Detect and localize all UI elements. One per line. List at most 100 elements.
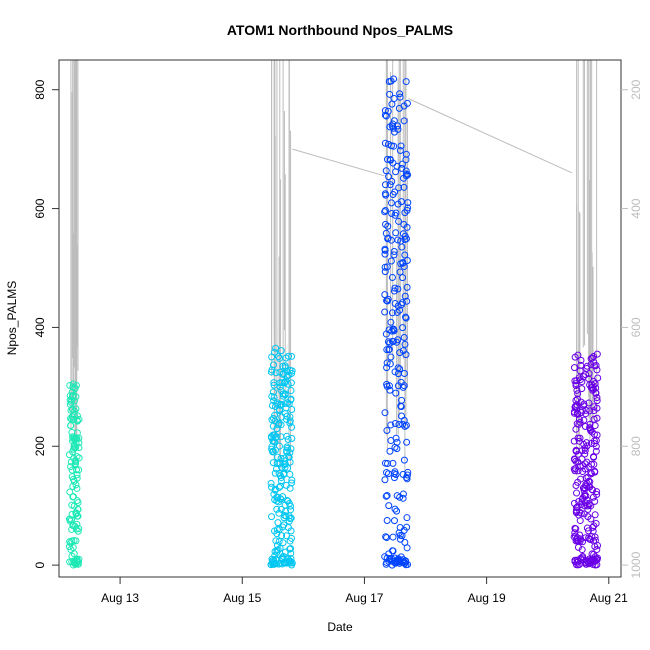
data-point xyxy=(282,481,290,489)
data-point xyxy=(388,100,396,108)
data-point xyxy=(384,470,392,478)
data-point xyxy=(402,150,410,158)
data-point xyxy=(281,362,289,370)
data-point xyxy=(288,423,296,431)
data-point xyxy=(381,268,389,276)
data-point xyxy=(277,386,285,394)
data-point xyxy=(74,505,82,513)
data-point xyxy=(592,555,600,563)
data-point xyxy=(396,493,404,501)
data-point xyxy=(392,559,400,567)
data-point xyxy=(395,421,403,429)
data-point xyxy=(582,560,590,568)
data-point xyxy=(576,434,584,442)
data-point xyxy=(585,399,593,407)
data-point xyxy=(593,350,601,358)
data-point xyxy=(276,383,284,391)
data-point xyxy=(390,124,398,132)
data-point xyxy=(579,553,587,561)
data-point xyxy=(592,519,600,527)
data-point xyxy=(386,386,394,394)
data-point xyxy=(588,550,596,558)
data-point xyxy=(394,285,402,293)
data-point xyxy=(287,544,295,552)
data-point xyxy=(583,458,591,466)
data-point xyxy=(583,557,591,565)
data-point xyxy=(393,338,401,346)
y2-tick-label: 200 xyxy=(629,79,643,99)
x-tick-label: Aug 13 xyxy=(101,591,139,605)
data-point xyxy=(381,190,389,198)
data-point xyxy=(381,246,389,254)
data-point xyxy=(385,173,393,181)
data-point xyxy=(590,522,598,530)
data-point xyxy=(67,414,75,422)
data-point xyxy=(399,274,407,282)
data-point xyxy=(593,366,601,374)
data-point xyxy=(396,365,404,373)
data-point xyxy=(571,353,579,361)
data-point xyxy=(571,524,579,532)
data-point xyxy=(381,220,389,228)
data-point xyxy=(574,410,582,418)
data-point xyxy=(576,508,584,516)
data-point xyxy=(394,236,402,244)
data-point xyxy=(588,383,596,391)
y-tick-label: 400 xyxy=(33,317,47,337)
data-point xyxy=(286,458,294,466)
data-point xyxy=(572,508,580,516)
data-point xyxy=(384,107,392,115)
data-point xyxy=(381,139,389,147)
data-point xyxy=(576,367,584,375)
data-point xyxy=(381,476,389,484)
data-point xyxy=(389,190,397,198)
data-point xyxy=(75,466,83,474)
data-point xyxy=(270,397,278,405)
data-point xyxy=(381,107,389,115)
data-point xyxy=(383,359,391,367)
data-point xyxy=(288,405,296,413)
data-point xyxy=(391,559,399,567)
y-tick-label: 800 xyxy=(33,79,47,99)
data-point xyxy=(402,351,410,359)
data-point xyxy=(576,537,584,545)
data-point xyxy=(400,262,408,270)
data-point xyxy=(404,468,412,476)
data-point xyxy=(383,346,391,354)
data-point xyxy=(573,401,581,409)
data-point xyxy=(593,394,601,402)
data-point xyxy=(391,554,399,562)
data-point xyxy=(395,217,403,225)
y2-tick-label: 1000 xyxy=(629,551,643,578)
data-point xyxy=(578,498,586,506)
data-point xyxy=(389,325,397,333)
data-point xyxy=(383,517,391,525)
data-point xyxy=(403,438,411,446)
data-point xyxy=(385,326,393,334)
data-point xyxy=(400,117,408,125)
data-point xyxy=(574,390,582,398)
data-points xyxy=(65,75,602,569)
data-point xyxy=(269,559,277,567)
data-point xyxy=(590,407,598,415)
data-point xyxy=(270,348,278,356)
data-point xyxy=(390,247,398,255)
data-point xyxy=(575,560,583,568)
data-point xyxy=(75,415,83,423)
data-point xyxy=(594,374,602,382)
data-point xyxy=(580,440,588,448)
data-point xyxy=(587,469,595,477)
data-point xyxy=(75,444,83,452)
data-point xyxy=(276,354,284,362)
data-point xyxy=(401,232,409,240)
data-point xyxy=(273,525,281,533)
data-point xyxy=(572,380,580,388)
data-point xyxy=(572,396,580,404)
data-point xyxy=(274,519,282,527)
data-point xyxy=(389,533,397,541)
y-tick-label: 0 xyxy=(33,561,47,568)
data-point xyxy=(593,414,601,422)
data-point xyxy=(287,506,295,514)
data-point xyxy=(396,535,404,543)
data-point xyxy=(282,507,290,515)
